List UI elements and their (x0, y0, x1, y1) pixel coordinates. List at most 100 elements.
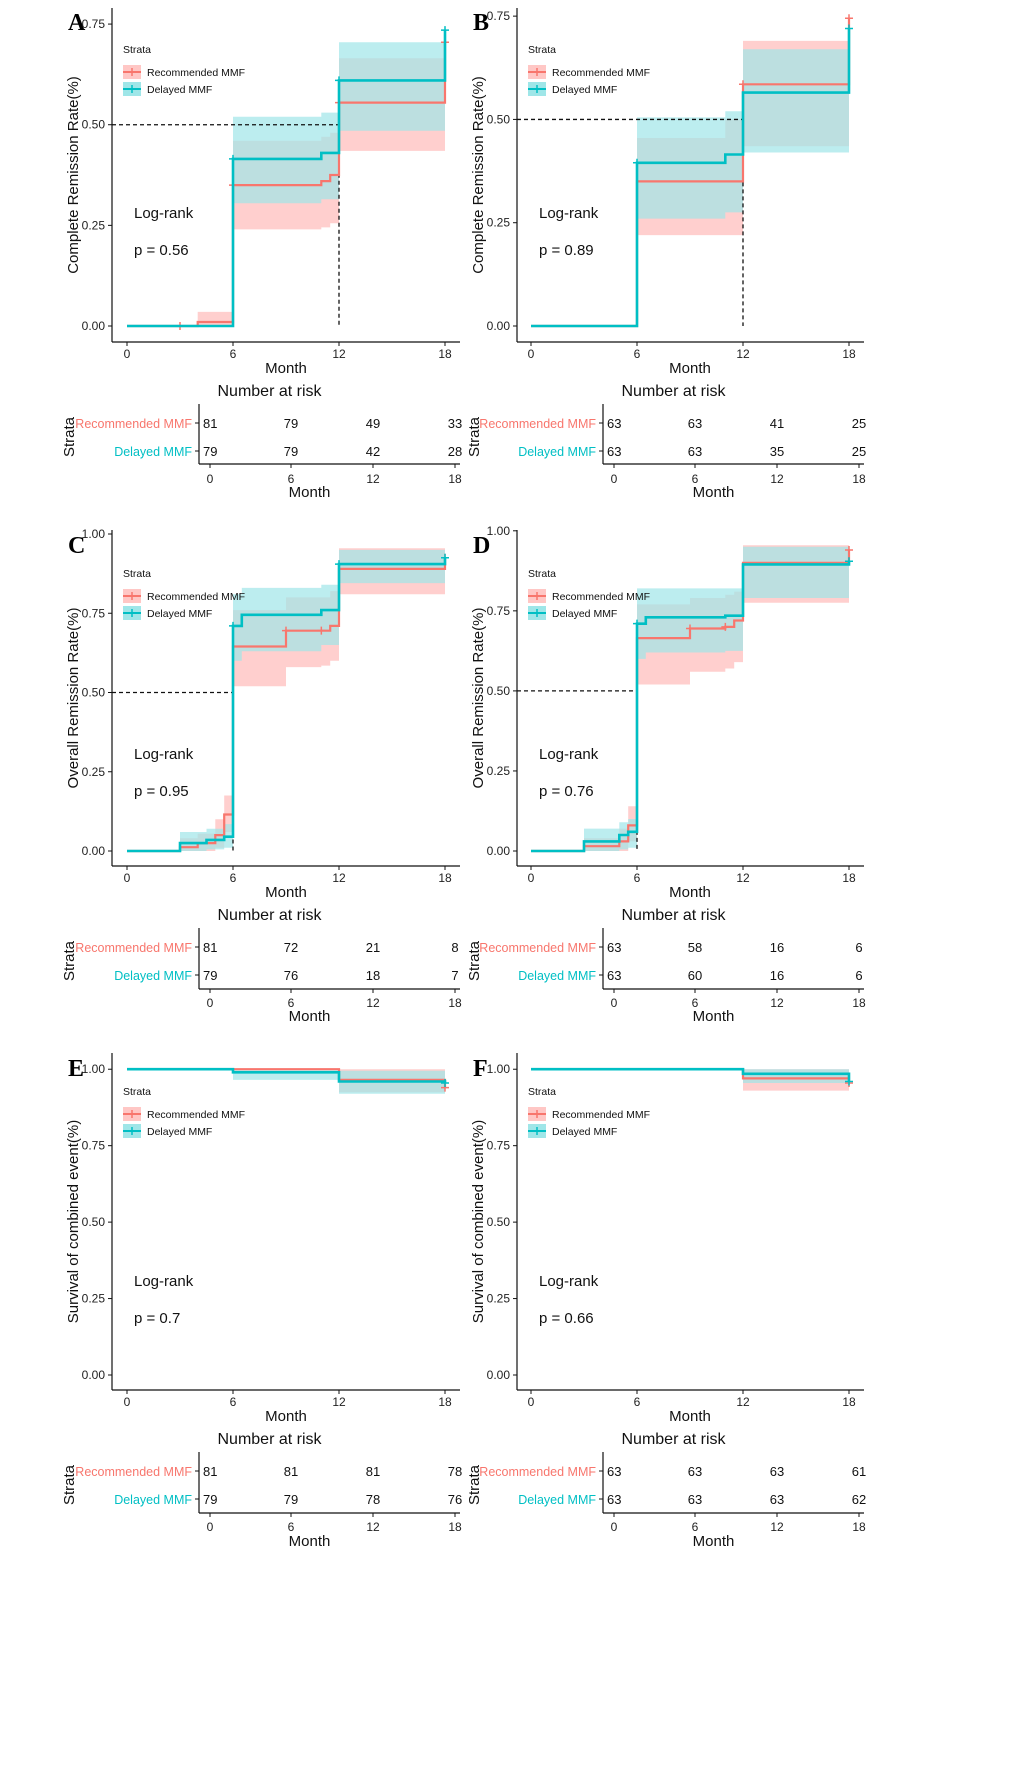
risk-count: 6 (855, 968, 862, 983)
risk-x-tick-label: 6 (692, 996, 699, 1010)
x-axis-title: Month (669, 1408, 711, 1425)
ci-band-delayed (531, 546, 849, 851)
risk-x-tick-label: 0 (207, 1520, 214, 1534)
x-tick-label: 12 (332, 871, 346, 885)
risk-x-tick-label: 18 (852, 472, 866, 486)
panel-E: E 0 6 12 18 0.00 0.25 0.50 0.75 1.00 Month Survival… (61, 1053, 462, 1550)
panel-C: C 0 6 12 18 0.00 0.25 0.50 0.75 1.00 Month Overall … (61, 527, 462, 1025)
panel-F: F 0 6 12 18 0.00 0.25 0.50 0.75 1.00 Month Survival… (466, 1053, 866, 1550)
risk-count: 81 (284, 1464, 298, 1479)
censor-mark-delayed (441, 1078, 449, 1087)
censor-mark-recommended (845, 14, 853, 23)
risk-count: 49 (366, 416, 380, 431)
risk-x-title: Month (289, 484, 331, 501)
y-axis-title: Survival of combined event(%) (470, 1120, 487, 1323)
logrank-label: Log-rank (134, 1273, 194, 1290)
legend-label-delayed: Delayed MMF (147, 608, 212, 620)
risk-x-title: Month (693, 1008, 735, 1025)
pvalue-label: p = 0.56 (134, 242, 189, 259)
legend-label-recommended: Recommended MMF (147, 591, 245, 603)
risk-x-tick-label: 12 (366, 472, 380, 486)
censor-mark-recommended (739, 80, 747, 89)
x-axis-title: Month (669, 360, 711, 377)
ci-band-delayed (531, 1069, 849, 1083)
panel-letter: D (473, 533, 490, 559)
risk-strata-recommended: Recommended MMF (479, 941, 596, 955)
censor-mark-delayed (441, 553, 449, 562)
y-tick-label: 0.50 (82, 118, 106, 132)
x-tick-label: 18 (842, 1395, 856, 1409)
ci-band-delayed (531, 49, 849, 326)
y-tick-label: 0.75 (82, 17, 106, 31)
x-axis-title: Month (265, 360, 307, 377)
y-tick-label: 1.00 (487, 1062, 511, 1076)
y-tick-label: 0.25 (82, 1292, 106, 1306)
y-axis-title: Complete Remission Rate(%) (470, 76, 487, 274)
risk-y-title: Strata (61, 940, 78, 981)
risk-x-tick-label: 18 (852, 996, 866, 1010)
risk-strata-recommended: Recommended MMF (479, 1465, 596, 1479)
ci-band-delayed (127, 549, 445, 851)
risk-x-tick-label: 0 (207, 996, 214, 1010)
x-tick-label: 0 (124, 347, 131, 361)
x-tick-label: 12 (332, 1395, 346, 1409)
panel-letter: E (68, 1056, 84, 1082)
risk-count: 63 (607, 444, 621, 459)
risk-x-tick-label: 0 (611, 472, 618, 486)
x-tick-label: 6 (230, 1395, 237, 1409)
risk-strata-delayed: Delayed MMF (114, 445, 192, 459)
risk-x-title: Month (289, 1008, 331, 1025)
y-axis-title: Overall Remission Rate(%) (470, 608, 487, 789)
logrank-label: Log-rank (539, 1273, 599, 1290)
risk-count: 7 (451, 968, 458, 983)
risk-x-tick-label: 18 (448, 996, 462, 1010)
risk-count: 79 (284, 444, 298, 459)
y-axis-title: Survival of combined event(%) (65, 1120, 82, 1323)
y-tick-label: 0.75 (487, 9, 511, 23)
risk-x-tick-label: 12 (366, 1520, 380, 1534)
x-tick-label: 18 (438, 347, 452, 361)
x-tick-label: 12 (736, 347, 750, 361)
x-tick-label: 6 (230, 871, 237, 885)
pvalue-label: p = 0.76 (539, 783, 594, 800)
y-tick-label: 0.75 (487, 1139, 511, 1153)
x-tick-label: 0 (124, 871, 131, 885)
y-tick-label: 1.00 (487, 524, 511, 538)
y-axis-title: Complete Remission Rate(%) (65, 76, 82, 274)
risk-count: 18 (366, 968, 380, 983)
risk-count: 63 (607, 968, 621, 983)
risk-x-tick-label: 6 (288, 472, 295, 486)
risk-x-title: Month (693, 484, 735, 501)
risk-count: 81 (366, 1464, 380, 1479)
risk-x-title: Month (693, 1533, 735, 1550)
risk-count: 63 (607, 1492, 621, 1507)
censor-mark-delayed (441, 26, 449, 35)
risk-strata-delayed: Delayed MMF (518, 445, 596, 459)
y-tick-label: 0.25 (487, 216, 511, 230)
risk-count: 41 (770, 416, 784, 431)
risk-count: 42 (366, 444, 380, 459)
x-tick-label: 6 (634, 871, 641, 885)
y-axis-title: Overall Remission Rate(%) (65, 608, 82, 789)
risk-count: 81 (203, 940, 217, 955)
risk-x-tick-label: 6 (288, 1520, 295, 1534)
y-tick-label: 1.00 (82, 1062, 106, 1076)
x-tick-label: 0 (124, 1395, 131, 1409)
risk-x-tick-label: 12 (366, 996, 380, 1010)
risk-count: 79 (203, 444, 217, 459)
risk-x-tick-label: 12 (770, 1520, 784, 1534)
x-tick-label: 0 (528, 871, 535, 885)
risk-count: 63 (607, 1464, 621, 1479)
legend-title: Strata (123, 568, 151, 580)
risk-strata-delayed: Delayed MMF (114, 1493, 192, 1507)
legend-title: Strata (123, 44, 151, 56)
censor-mark-recommended (721, 622, 730, 631)
pvalue-label: p = 0.7 (134, 1310, 180, 1327)
km-line-delayed (531, 1067, 851, 1082)
panel-A: A 0 6 12 18 0.00 0.25 0.50 0.75 Month Complete Rem… (61, 8, 462, 501)
risk-count: 35 (770, 444, 784, 459)
y-tick-label: 0.50 (487, 1215, 511, 1229)
risk-strata-delayed: Delayed MMF (518, 969, 596, 983)
legend-label-recommended: Recommended MMF (147, 1109, 245, 1121)
x-axis-title: Month (669, 884, 711, 901)
